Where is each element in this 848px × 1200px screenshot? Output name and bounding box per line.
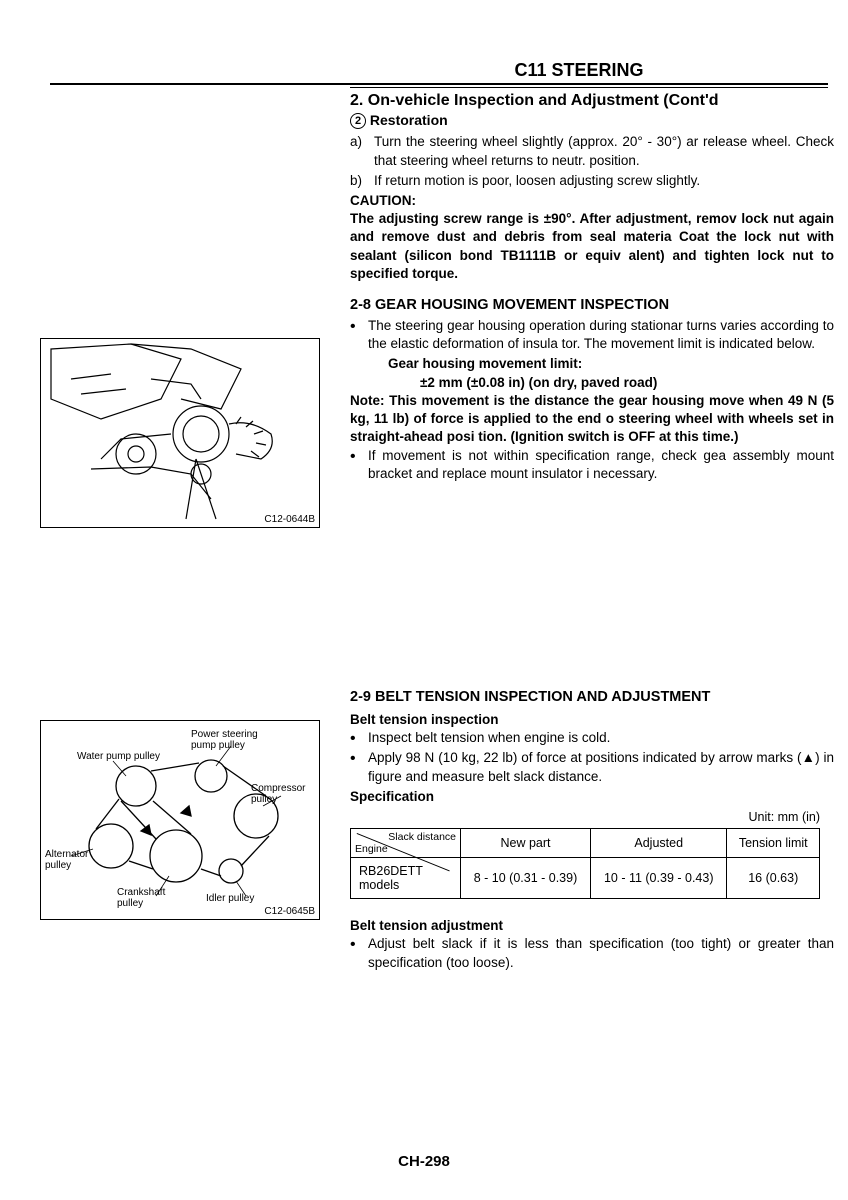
col-new-part: New part <box>461 829 591 858</box>
bullet-icon: • <box>350 749 368 785</box>
restoration-heading: 2 Restoration <box>350 112 828 129</box>
label-alternator: Alternator pulley <box>45 849 100 871</box>
label-crankshaft: Crankshaft pulley <box>117 887 177 909</box>
figure-2-label: C12-0645B <box>264 906 315 917</box>
label-compressor: Compressor pulley <box>251 783 316 805</box>
caution-text: The adjusting screw range is ±90°. After… <box>350 210 834 283</box>
label-power-steering: Power steering pump pulley <box>191 729 281 751</box>
specification-label: Specification <box>350 788 834 806</box>
s28-b1-text: The steering gear housing operation duri… <box>368 317 834 353</box>
label-idler: Idler pulley <box>206 893 254 904</box>
section-2-8-heading: 2-8 GEAR HOUSING MOVEMENT INSPECTION <box>350 297 834 313</box>
step-b: b) If return motion is poor, loosen adju… <box>350 172 834 190</box>
caution-label: CAUTION: <box>350 192 834 210</box>
s28-bullet-1: • The steering gear housing operation du… <box>350 317 834 353</box>
note-text: This movement is the distance the gear h… <box>350 393 834 444</box>
bullet-icon: • <box>350 729 368 747</box>
s29-bullet-1: • Inspect belt tension when engine is co… <box>350 729 834 747</box>
circled-number-icon: 2 <box>350 113 366 129</box>
col-adjusted: Adjusted <box>590 829 726 858</box>
figure-gear-housing: C12-0644B <box>40 338 320 528</box>
specification-table: Slack distance Engine New part Adjusted … <box>350 828 820 899</box>
cell-adjusted: 10 - 11 (0.39 - 0.43) <box>590 858 726 899</box>
section-2-title: 2. On-vehicle Inspection and Adjustment … <box>350 87 828 110</box>
table-row: RB26DETT models 8 - 10 (0.31 - 0.39) 10 … <box>351 858 820 899</box>
label-water-pump: Water pump pulley <box>77 751 160 762</box>
s29-b3-text: Adjust belt slack if it is less than spe… <box>368 935 834 971</box>
unit-label: Unit: mm (in) <box>350 810 820 824</box>
step-a-marker: a) <box>350 133 374 169</box>
step-b-text: If return motion is poor, loosen adjusti… <box>374 172 834 190</box>
s28-b2-text: If movement is not within specification … <box>368 447 834 483</box>
s29-bullet-3: • Adjust belt slack if it is less than s… <box>350 935 834 971</box>
table-corner-cell: Slack distance Engine <box>351 829 461 858</box>
cell-new-part: 8 - 10 (0.31 - 0.39) <box>461 858 591 899</box>
s29-b1-text: Inspect belt tension when engine is cold… <box>368 729 834 747</box>
table-header-row: Slack distance Engine New part Adjusted … <box>351 829 820 858</box>
note-line: Note: This movement is the distance the … <box>350 392 834 447</box>
note-label: Note: <box>350 393 385 408</box>
s28-bullet-2: • If movement is not within specificatio… <box>350 447 834 483</box>
s29-bullet-2: • Apply 98 N (10 kg, 22 lb) of force at … <box>350 749 834 785</box>
belt-adjustment-sub: Belt tension adjustment <box>350 917 834 935</box>
row-label: RB26DETT models <box>351 858 461 899</box>
figure-belt-pulleys: Water pump pulley Power steering pump pu… <box>40 720 320 920</box>
belt-inspection-sub: Belt tension inspection <box>350 711 834 729</box>
figure-1-label: C12-0644B <box>264 514 315 525</box>
bullet-icon: • <box>350 317 368 353</box>
limit-value: ±2 mm (±0.08 in) (on dry, paved road) <box>420 374 834 392</box>
limit-label: Gear housing movement limit: <box>388 355 834 373</box>
corner-top: Slack distance <box>355 831 456 843</box>
step-a: a) Turn the steering wheel slightly (app… <box>350 133 834 169</box>
s29-b2-text: Apply 98 N (10 kg, 22 lb) of force at po… <box>368 749 834 785</box>
page-number: CH-298 <box>0 1153 848 1170</box>
chapter-title: C11 STEERING <box>50 60 828 81</box>
page-header: C11 STEERING <box>50 60 828 85</box>
gear-housing-diagram-icon <box>41 339 319 525</box>
col-tension-limit: Tension limit <box>727 829 820 858</box>
step-b-marker: b) <box>350 172 374 190</box>
restoration-label: Restoration <box>370 112 448 128</box>
section-2-9-heading: 2-9 BELT TENSION INSPECTION AND ADJUSTME… <box>350 689 834 705</box>
step-a-text: Turn the steering wheel slightly (approx… <box>374 133 834 169</box>
cell-tension-limit: 16 (0.63) <box>727 858 820 899</box>
bullet-icon: • <box>350 935 368 971</box>
bullet-icon: • <box>350 447 368 483</box>
